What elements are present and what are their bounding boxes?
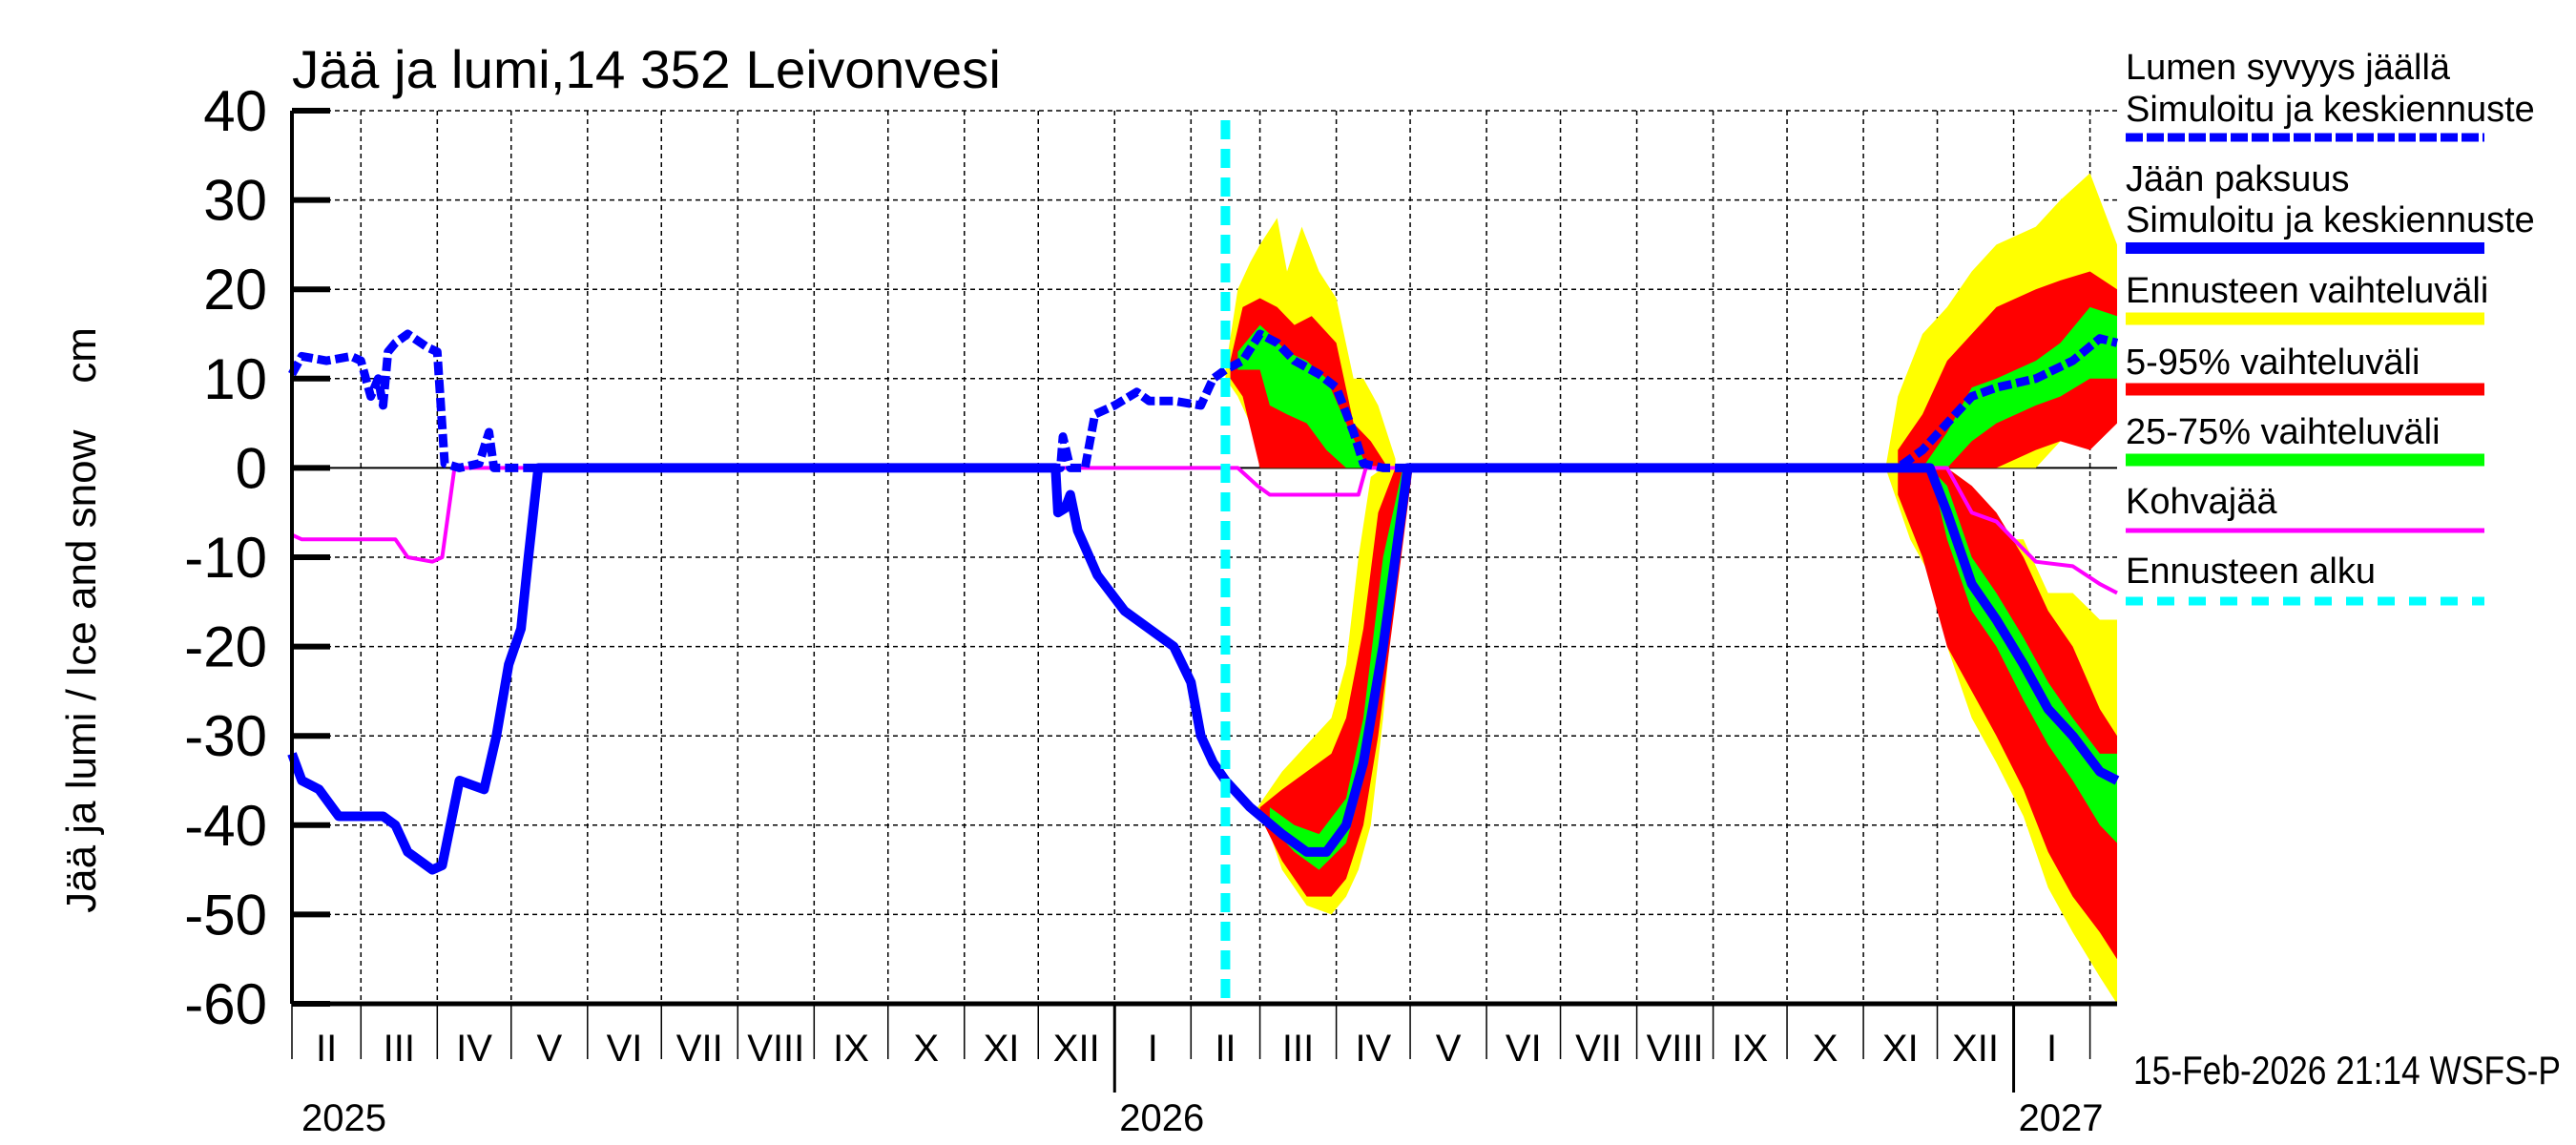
y-tick-label: 30 bbox=[203, 169, 267, 233]
y-tick-label: -50 bbox=[184, 883, 267, 947]
month-label: VII bbox=[676, 1028, 723, 1070]
legend-label: Ennusteen alku bbox=[2126, 552, 2376, 592]
month-label: XII bbox=[1952, 1028, 1999, 1070]
month-label: VI bbox=[607, 1028, 643, 1070]
legend-label: Ennusteen vaihteluväli bbox=[2126, 271, 2488, 311]
legend-sublabel: Simuloitu ja keskiennuste bbox=[2126, 200, 2535, 240]
legend-label: 5-95% vaihteluväli bbox=[2126, 343, 2420, 383]
series-lines bbox=[287, 120, 2120, 1004]
month-label: IX bbox=[1732, 1028, 1768, 1070]
month-label: IV bbox=[1355, 1028, 1391, 1070]
y-tick-label: -40 bbox=[184, 794, 267, 858]
y-tick-label: 0 bbox=[236, 436, 267, 500]
y-tick-label: -20 bbox=[184, 615, 267, 679]
month-label: XI bbox=[984, 1028, 1020, 1070]
timestamp: 15-Feb-2026 21:14 WSFS-P bbox=[2133, 1048, 2561, 1093]
legend-label: Kohvajää bbox=[2126, 482, 2277, 522]
year-label: 2026 bbox=[1119, 1097, 1204, 1139]
month-label: III bbox=[384, 1028, 415, 1070]
month-label: X bbox=[913, 1028, 939, 1070]
y-tick-label: 10 bbox=[203, 347, 267, 411]
month-label: VIII bbox=[1647, 1028, 1704, 1070]
y-axis-label: Jää ja lumi / Ice and snow cm bbox=[58, 327, 105, 913]
month-label: IX bbox=[833, 1028, 869, 1070]
month-label: II bbox=[316, 1028, 337, 1070]
band-p5-95 bbox=[1898, 468, 2117, 960]
month-label: II bbox=[1215, 1028, 1236, 1070]
legend-label: 25-75% vaihteluväli bbox=[2126, 412, 2441, 452]
band-p25-75 bbox=[1922, 306, 2117, 468]
month-label: VIII bbox=[747, 1028, 804, 1070]
month-label: V bbox=[1436, 1028, 1462, 1070]
y-tick-label: 40 bbox=[203, 79, 267, 143]
legend-sublabel: Simuloitu ja keskiennuste bbox=[2126, 90, 2535, 130]
year-label: 2025 bbox=[301, 1097, 386, 1139]
month-label: VI bbox=[1506, 1028, 1542, 1070]
grid bbox=[292, 110, 2117, 1004]
snow-depth-line bbox=[288, 329, 2119, 472]
chart-title: Jää ja lumi,14 352 Leivonvesi bbox=[292, 39, 1001, 99]
month-label: VII bbox=[1575, 1028, 1622, 1070]
slush-ice-line bbox=[291, 466, 2118, 595]
month-label: XII bbox=[1053, 1028, 1100, 1070]
band-p5-95 bbox=[1898, 271, 2117, 468]
legend-label: Jään paksuus bbox=[2126, 159, 2350, 199]
month-label: IV bbox=[456, 1028, 492, 1070]
ice-thickness-line bbox=[287, 463, 2120, 875]
month-label: I bbox=[1148, 1028, 1158, 1070]
y-tick-label: -30 bbox=[184, 704, 267, 768]
month-label: III bbox=[1282, 1028, 1314, 1070]
month-label: X bbox=[1813, 1028, 1839, 1070]
month-label: XI bbox=[1882, 1028, 1919, 1070]
y-tick-label: -10 bbox=[184, 526, 267, 590]
y-tick-label: -60 bbox=[184, 972, 267, 1036]
month-label: V bbox=[536, 1028, 562, 1070]
band-p5-95 bbox=[1259, 468, 1413, 897]
band-p25-75 bbox=[1237, 324, 1371, 468]
legend-label: Lumen syvyys jäällä bbox=[2126, 48, 2451, 88]
year-label: 2027 bbox=[2019, 1097, 2104, 1139]
month-label: I bbox=[2046, 1028, 2057, 1070]
y-tick-label: 20 bbox=[203, 258, 267, 322]
